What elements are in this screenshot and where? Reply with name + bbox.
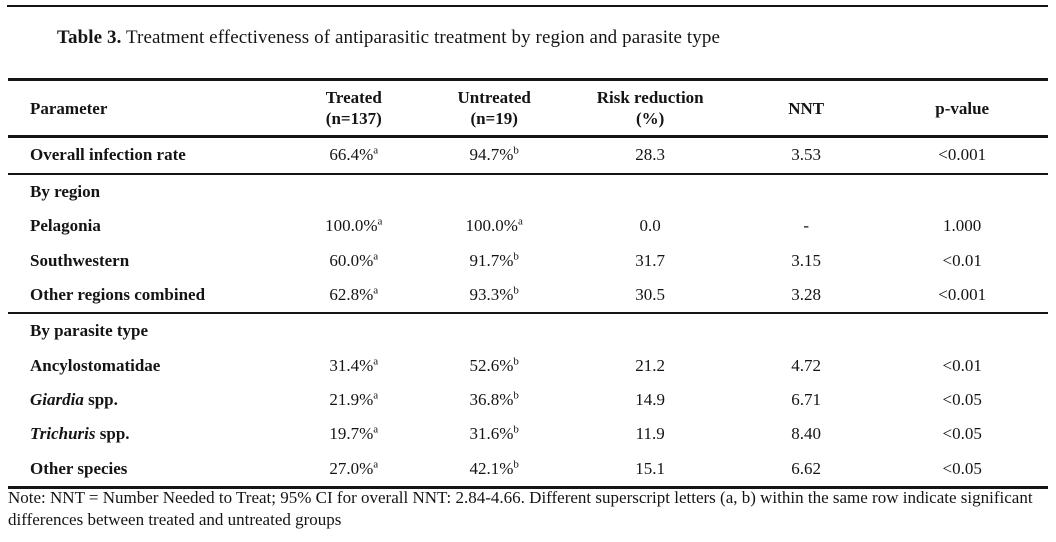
section-label: By parasite type	[30, 321, 149, 341]
cell-parameter: Trichuris spp.	[30, 424, 130, 444]
cell-untreated: 93.3%b	[469, 284, 519, 304]
cell-parameter: Southwestern	[30, 250, 130, 270]
cell-parameter: Giardia spp.	[30, 390, 118, 410]
table-header-row: Parameter Treated (n=137) Untreated (n=19) Ri…	[8, 80, 1048, 137]
cell-untreated: 94.7%b	[469, 144, 519, 165]
cell-untreated: 36.8%b	[469, 389, 519, 410]
cell-p-value: <0.05	[942, 458, 982, 478]
cell-treated: 66.4%a	[329, 144, 379, 165]
table-row-southwestern: Southwestern 60.0%a 91.7%b 31.7 3.15 <0.01	[8, 243, 1048, 277]
cell-p-value: 1.000	[943, 216, 982, 236]
table-note: Note: NNT = Number Needed to Treat; 95% …	[8, 488, 1033, 529]
cell-risk-reduction: 0.0	[639, 216, 661, 236]
table-row-other-species: Other species 27.0%a 42.1%b 15.1 6.62 <0.05	[8, 452, 1048, 488]
cell-risk-reduction: 28.3	[635, 145, 666, 165]
table-row-trichuris-spp: Trichuris spp. 19.7%a 31.6%b 11.9 8.40 <0.05	[8, 417, 1048, 451]
cell-risk-reduction: 15.1	[635, 458, 666, 478]
section-label: By region	[30, 181, 101, 201]
cell-risk-reduction: 14.9	[635, 390, 666, 410]
superscript-letter: b	[513, 249, 519, 262]
page-top-rule	[7, 5, 1048, 7]
cell-untreated: 52.6%b	[469, 355, 519, 375]
cell-untreated: 42.1%b	[469, 458, 519, 478]
cell-risk-reduction: 21.2	[635, 355, 666, 375]
table-caption-text: Treatment effectiveness of antiparasitic…	[121, 27, 720, 48]
table-body: Overall infection rate 66.4%a 94.7%b 28.3 3.…	[8, 137, 1048, 488]
cell-p-value: <0.05	[942, 390, 982, 410]
table-row-overall-infection-rate: Overall infection rate 66.4%a 94.7%b 28.3 3.…	[8, 137, 1048, 174]
superscript-letter: b	[513, 458, 519, 471]
superscript-letter: a	[517, 215, 523, 228]
cell-treated: 31.4%a	[329, 355, 379, 375]
cell-nnt: 6.71	[791, 390, 822, 410]
cell-p-value: <0.001	[938, 145, 987, 165]
section-row-by-region: By region	[8, 173, 1048, 209]
cell-nnt: 3.15	[791, 250, 822, 270]
table-caption: Table 3. Treatment effectiveness of anti…	[57, 27, 720, 49]
cell-p-value: <0.001	[938, 284, 987, 304]
superscript-letter: b	[513, 355, 519, 368]
table-caption-label: Table 3.	[57, 27, 122, 48]
cell-treated: 19.7%a	[329, 423, 379, 444]
cell-risk-reduction: 31.7	[635, 250, 666, 270]
cell-treated: 60.0%a	[329, 249, 379, 270]
cell-treated: 62.8%a	[329, 284, 379, 304]
cell-treated: 100.0%a	[325, 215, 383, 236]
table-container: Parameter Treated (n=137) Untreated (n=19) Ri…	[8, 78, 1048, 490]
cell-nnt: 8.40	[791, 424, 822, 444]
column-header-untreated: Untreated (n=19)	[457, 88, 531, 129]
column-header-parameter: Parameter	[30, 98, 108, 118]
cell-parameter: Ancylostomatidae	[30, 355, 161, 375]
superscript-letter: b	[513, 389, 519, 402]
cell-p-value: <0.05	[942, 424, 982, 444]
cell-untreated: 100.0%a	[465, 215, 523, 236]
table-row-ancylostomatidae: Ancylostomatidae 31.4%a 52.6%b 21.2 4.72 <0.0…	[8, 349, 1048, 383]
column-header-p-value: p-value	[935, 98, 990, 118]
cell-risk-reduction: 30.5	[635, 284, 666, 304]
data-table: Parameter Treated (n=137) Untreated (n=19) Ri…	[8, 78, 1048, 490]
cell-nnt: 3.28	[791, 284, 822, 304]
cell-parameter: Other species	[30, 458, 128, 478]
cell-treated: 27.0%a	[329, 458, 379, 478]
column-header-nnt: NNT	[788, 98, 825, 118]
cell-nnt: 3.53	[791, 145, 822, 165]
cell-untreated: 91.7%b	[469, 249, 519, 270]
table-row-giardia-spp: Giardia spp. 21.9%a 36.8%b 14.9 6.71 <0.05	[8, 383, 1048, 417]
superscript-letter: a	[377, 215, 383, 228]
cell-untreated: 31.6%b	[469, 423, 519, 444]
section-row-by-parasite-type: By parasite type	[8, 313, 1048, 348]
cell-nnt: 6.62	[791, 458, 822, 478]
superscript-letter: a	[373, 423, 379, 436]
cell-risk-reduction: 11.9	[635, 424, 665, 444]
superscript-letter: b	[513, 423, 519, 436]
cell-parameter: Pelagonia	[30, 216, 101, 236]
table-row-other-regions-combined: Other regions combined 62.8%a 93.3%b 30.5 3.…	[8, 278, 1048, 313]
cell-p-value: <0.01	[942, 250, 982, 270]
superscript-letter: a	[373, 249, 379, 262]
superscript-letter: a	[373, 144, 379, 157]
cell-parameter: Other regions combined	[30, 284, 206, 304]
cell-nnt: 4.72	[791, 355, 822, 375]
cell-nnt: -	[803, 216, 809, 236]
cell-parameter: Overall infection rate	[30, 145, 186, 165]
superscript-letter: a	[373, 355, 379, 368]
superscript-letter: b	[513, 284, 519, 297]
superscript-letter: a	[373, 389, 379, 402]
superscript-letter: b	[513, 144, 519, 157]
superscript-letter: a	[373, 458, 379, 471]
table-row-pelagonia: Pelagonia 100.0%a 100.0%a 0.0 - 1.000	[8, 209, 1048, 243]
superscript-letter: a	[373, 284, 379, 297]
cell-treated: 21.9%a	[329, 389, 379, 410]
table-header: Parameter Treated (n=137) Untreated (n=19) Ri…	[8, 80, 1048, 137]
cell-p-value: <0.01	[942, 355, 982, 375]
column-header-risk-reduction: Risk reduction (%)	[596, 88, 704, 129]
column-header-treated: Treated (n=137)	[325, 88, 382, 129]
